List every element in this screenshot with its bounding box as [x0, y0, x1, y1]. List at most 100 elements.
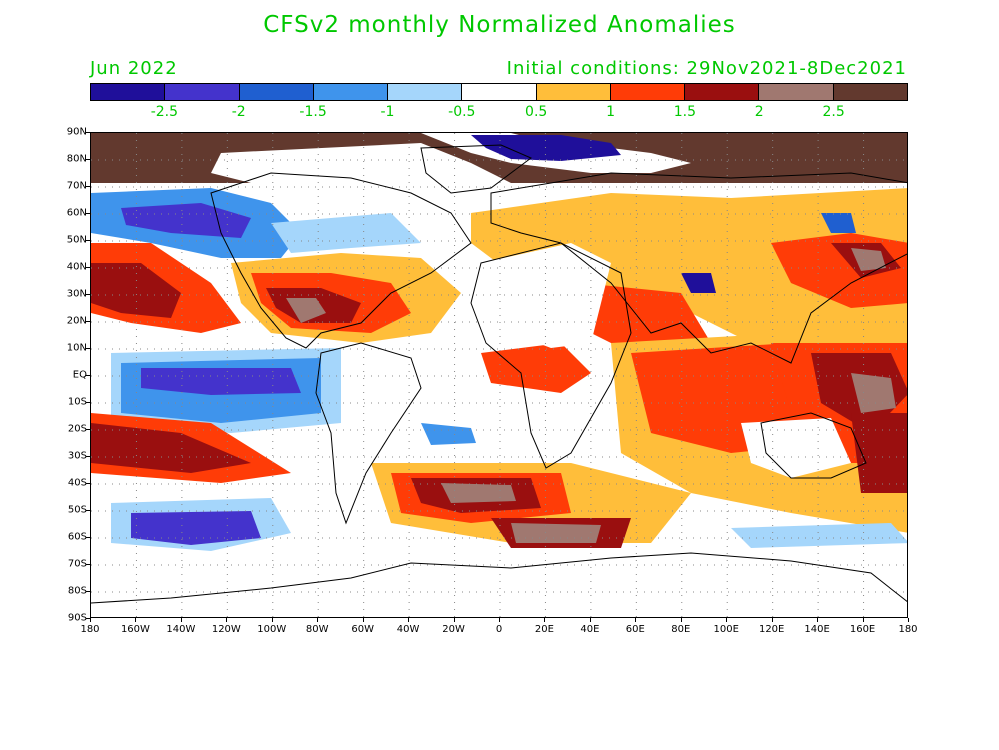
latitude-label: 50N	[66, 234, 87, 246]
tibet-cold	[681, 273, 716, 293]
australia-neutral	[741, 418, 851, 478]
latitude-tick	[86, 510, 90, 511]
longitude-tick	[408, 618, 410, 622]
chart-title: CFSv2 monthly Normalized Anomalies	[263, 12, 736, 38]
longitude-label: 160E	[849, 624, 876, 635]
colorbar-swatch	[685, 84, 760, 100]
colorbar-swatch	[610, 84, 686, 100]
colorbar-swatch	[165, 84, 240, 100]
longitude-tick	[362, 618, 364, 622]
latitude-label: 70S	[67, 558, 87, 570]
anomaly-field	[91, 133, 907, 617]
latitude-tick	[86, 159, 90, 160]
latitude-tick	[86, 240, 90, 241]
canada-cool	[271, 213, 421, 253]
west-africa-warm	[481, 343, 591, 393]
north-pacific-warm-core	[91, 263, 181, 318]
south-america-neutral	[351, 358, 411, 433]
longitude-tick	[226, 618, 228, 622]
longitude-tick	[544, 618, 546, 622]
latitude-label: 30S	[67, 450, 87, 462]
latitude-label: EQ	[72, 369, 87, 381]
latitude-tick	[86, 456, 90, 457]
longitude-tick	[499, 618, 500, 622]
colorbar-label: 1.5	[673, 104, 697, 120]
longitude-tick	[862, 618, 864, 622]
south-atlantic-extreme	[441, 483, 516, 503]
longitude-tick	[680, 618, 682, 622]
initial-conditions: Initial conditions: 29Nov2021-8Dec2021	[506, 58, 907, 79]
latitude-label: 70N	[66, 180, 87, 192]
longitude-tick	[817, 618, 819, 622]
latitude-tick	[86, 375, 90, 376]
colorbar-label: 2.5	[822, 104, 845, 120]
latitude-tick	[86, 348, 90, 349]
longitude-label: 80W	[305, 624, 329, 635]
longitude-tick	[771, 618, 773, 622]
latitude-tick	[86, 402, 90, 403]
latitude-label: 60N	[66, 207, 87, 219]
colorbar-swatch	[833, 84, 907, 100]
longitude-tick	[635, 618, 637, 622]
eurasia-coast	[490, 172, 907, 364]
anomaly-map-svg	[91, 133, 907, 617]
longitude-label: 140E	[804, 624, 830, 635]
latitude-label: 30N	[66, 288, 87, 300]
colorbar-labels: -2.5 -2 -1.5 -1 -0.5 0.5 1 1.5 2 2.5	[90, 104, 908, 122]
kamchatka-cold	[821, 213, 856, 233]
longitude-tick	[908, 618, 909, 622]
latitude-tick	[86, 321, 90, 322]
longitude-label: 0	[495, 624, 503, 635]
longitude-label: 80E	[671, 624, 691, 635]
longitude-label: 40E	[580, 624, 600, 635]
colorbar-swatch	[759, 84, 834, 100]
latitude-label: 40S	[67, 477, 87, 489]
longitude-label: 60W	[351, 624, 374, 635]
latitude-label: 60S	[67, 531, 87, 543]
longitude-tick	[135, 618, 137, 622]
colorbar-label: -2	[231, 104, 246, 120]
colorbar-swatch	[536, 84, 611, 100]
north-africa-neutral	[471, 243, 611, 348]
colorbar-swatch	[388, 84, 463, 100]
longitude-label: 180	[898, 624, 918, 635]
longitude-label: 120W	[211, 624, 241, 635]
longitude-label: 100W	[257, 624, 287, 635]
latitude-label: 20S	[67, 423, 87, 435]
coastlines	[91, 144, 907, 604]
colorbar-label: -1	[380, 104, 395, 120]
latitude-label: 10N	[66, 342, 87, 354]
equatorial-pacific-cold-core	[141, 368, 301, 395]
colorbar	[90, 83, 908, 101]
colorbar-swatch	[91, 84, 166, 100]
latitude-tick	[86, 294, 90, 295]
latitude-tick	[86, 429, 90, 430]
latitude-label: 80S	[67, 585, 87, 597]
southern-ocean-cold	[131, 511, 261, 545]
greenland-coast	[420, 144, 532, 194]
south-pacific-warm-core	[91, 423, 251, 473]
latitude-tick	[86, 213, 90, 214]
south-pacific-cool	[731, 523, 907, 548]
longitude-label: 40W	[396, 624, 420, 635]
longitude-label: 140W	[166, 624, 196, 635]
antarctica-neutral	[91, 563, 907, 617]
latitude-label: 90N	[66, 126, 87, 138]
south-indian-extreme	[511, 523, 601, 543]
longitude-label: 20W	[442, 624, 465, 635]
north-america-coast	[210, 172, 472, 349]
longitude-label: 20E	[534, 624, 554, 635]
latitude-label: 40N	[66, 261, 87, 273]
latitude-tick	[86, 186, 90, 187]
africa-coast	[470, 242, 632, 469]
colorbar-swatch	[313, 84, 389, 100]
longitude-tick	[90, 618, 91, 622]
gulf-extreme	[286, 298, 326, 323]
colorbar-swatch	[462, 84, 537, 100]
longitude-tick	[271, 618, 273, 622]
japan-extreme	[851, 248, 886, 271]
forecast-month: Jun 2022	[90, 58, 178, 79]
colorbar-swatch	[239, 84, 314, 100]
longitude-tick	[453, 618, 455, 622]
antarctica-coast	[91, 552, 907, 604]
